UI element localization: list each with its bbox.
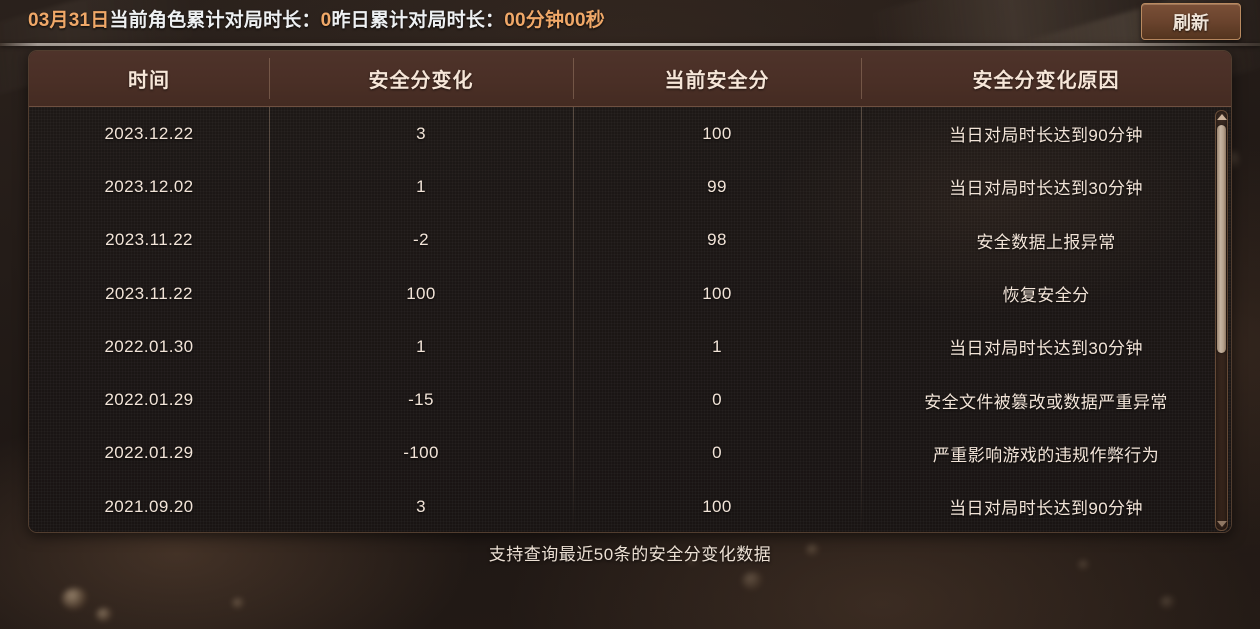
cell-change: -15: [408, 390, 434, 410]
cell-reason: 安全文件被篡改或数据严重异常: [924, 392, 1168, 412]
table-row: 2022.01.29 -100 0 严重影响游戏的违规作弊行为: [29, 427, 1231, 480]
cell-score: 99: [707, 176, 727, 196]
table-row: 2023.11.22 100 100 恢复安全分: [29, 267, 1231, 320]
cell-change: -2: [413, 230, 429, 250]
refresh-button[interactable]: 刷新: [1141, 3, 1241, 40]
cell-change: 100: [406, 283, 436, 303]
cell-score: 100: [702, 123, 732, 143]
column-header-reason: 安全分变化原因: [861, 51, 1231, 106]
table-row: 2021.09.20 3 100 当日对局时长达到90分钟: [29, 480, 1231, 532]
cell-score: 100: [702, 496, 732, 516]
scrollbar-thumb[interactable]: [1217, 125, 1226, 353]
cell-reason: 当日对局时长达到90分钟: [949, 499, 1143, 519]
cell-time: 2022.01.29: [104, 390, 194, 410]
table-row: 2023.11.22 -2 98 安全数据上报异常: [29, 214, 1231, 267]
column-header-time: 时间: [128, 70, 170, 92]
refresh-button-label: 刷新: [1173, 12, 1209, 33]
table-row: 2022.01.29 -15 0 安全文件被篡改或数据严重异常: [29, 373, 1231, 426]
cell-reason: 当日对局时长达到30分钟: [949, 179, 1143, 199]
topbar-divider: [0, 43, 1260, 46]
cell-reason: 恢复安全分: [1002, 286, 1090, 306]
security-score-table-panel: 时间 安全分变化 当前安全分 安全分变化原因 2023.12.22 3 100 当日对…: [28, 50, 1232, 533]
cell-change: -100: [403, 443, 439, 463]
status-current-label: 当前角色累计对局时长：: [109, 10, 321, 31]
cell-score: 98: [707, 230, 727, 250]
cell-change: 1: [416, 176, 426, 196]
column-header-score: 当前安全分: [573, 51, 861, 106]
cell-change: 3: [416, 123, 426, 143]
cell-score: 100: [702, 283, 732, 303]
footer-note: 支持查询最近50条的安全分变化数据: [488, 545, 772, 564]
chevron-down-icon[interactable]: [1216, 521, 1227, 527]
status-yesterday-label: 昨日累计对局时长：: [331, 10, 505, 31]
table-row: 2023.12.22 3 100 当日对局时长达到90分钟: [29, 107, 1231, 160]
cell-time: 2022.01.30: [104, 336, 194, 356]
cell-score: 1: [712, 336, 722, 356]
top-status-bar: 03月31日当前角色累计对局时长：0昨日累计对局时长：00分钟00秒 刷新: [0, 0, 1260, 46]
table-scrollbar[interactable]: [1215, 110, 1228, 531]
table-row: 2023.12.02 1 99 当日对局时长达到30分钟: [29, 160, 1231, 213]
status-current-value: 0: [320, 10, 332, 31]
table-header-row: 时间 安全分变化 当前安全分 安全分变化原因: [29, 51, 1231, 107]
cell-reason: 当日对局时长达到30分钟: [949, 339, 1143, 359]
cell-reason: 严重影响游戏的违规作弊行为: [932, 445, 1160, 465]
cell-score: 0: [712, 443, 722, 463]
chevron-up-icon[interactable]: [1216, 114, 1227, 120]
status-date: 03月31日: [28, 10, 110, 31]
cell-time: 2023.11.22: [105, 230, 193, 250]
cell-time: 2021.09.20: [104, 496, 194, 516]
cell-score: 0: [712, 390, 722, 410]
column-header-change: 安全分变化: [269, 51, 573, 106]
cell-reason: 安全数据上报异常: [976, 232, 1116, 252]
cell-change: 3: [416, 496, 426, 516]
status-yesterday-value: 00分钟00秒: [504, 10, 605, 31]
playtime-status-line: 03月31日当前角色累计对局时长：0昨日累计对局时长：00分钟00秒: [28, 8, 605, 34]
cell-time: 2023.12.22: [104, 123, 194, 143]
table-row: 2022.01.30 1 1 当日对局时长达到30分钟: [29, 320, 1231, 373]
cell-reason: 当日对局时长达到90分钟: [949, 126, 1143, 146]
table-body: 2023.12.22 3 100 当日对局时长达到90分钟 2023.12.02 1 99 当…: [29, 107, 1231, 532]
cell-time: 2023.12.02: [104, 176, 194, 196]
cell-change: 1: [416, 336, 426, 356]
cell-time: 2023.11.22: [105, 283, 193, 303]
cell-time: 2022.01.29: [104, 443, 194, 463]
table-rows-container: 2023.12.22 3 100 当日对局时长达到90分钟 2023.12.02 1 99 当…: [29, 107, 1231, 532]
